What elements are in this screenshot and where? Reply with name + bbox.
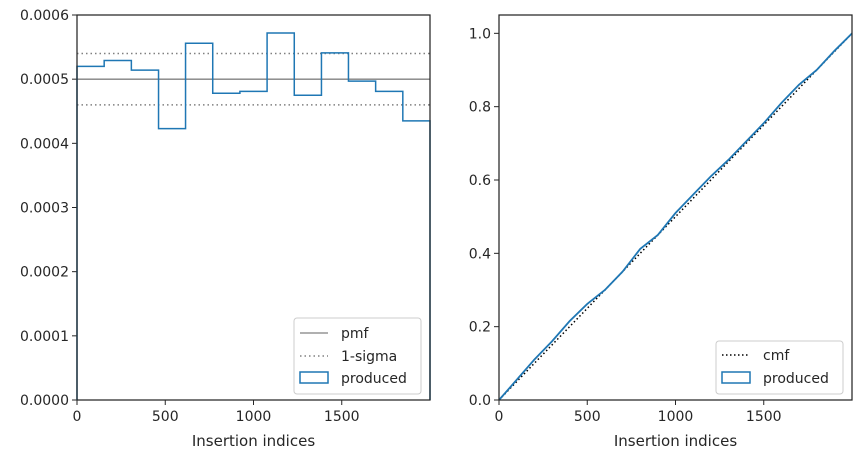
y-tick-label: 0.8 xyxy=(469,100,491,116)
x-tick-label: 1000 xyxy=(236,409,272,425)
legend-cmf-label: cmf xyxy=(763,348,790,364)
x-tick-label: 0 xyxy=(495,409,504,425)
legend-produced-swatch xyxy=(299,371,329,384)
legend: cmf produced xyxy=(715,340,844,395)
y-tick-label: 0.2 xyxy=(469,320,491,336)
x-axis-label: Insertion indices xyxy=(192,432,315,450)
y-tick-label: 0.0001 xyxy=(20,329,69,345)
x-axis-label: Insertion indices xyxy=(614,432,737,450)
produced-histogram-step xyxy=(76,32,431,400)
legend-sigma-label: 1-sigma xyxy=(341,349,397,365)
x-tick-label: 1500 xyxy=(746,409,782,425)
legend-pmf-label: pmf xyxy=(341,326,370,342)
produced-cmf-line xyxy=(498,32,853,401)
cmf-line xyxy=(498,32,853,401)
x-tick-label: 0 xyxy=(73,409,82,425)
legend-produced-swatch xyxy=(721,371,751,384)
legend: pmf 1-sigma produced xyxy=(293,317,422,395)
x-tick-label: 500 xyxy=(152,409,179,425)
right-cmf-chart: 0 500 1000 1500 0.0 0.2 0.4 0.6 0.8 1.0 Insertion … xyxy=(469,14,853,450)
legend-box xyxy=(293,317,422,395)
axes-frame xyxy=(498,14,853,401)
y-tick-label: 0.0 xyxy=(469,393,491,409)
legend-produced-label: produced xyxy=(763,371,829,387)
x-tick-label: 1000 xyxy=(658,409,694,425)
y-tick-label: 0.4 xyxy=(469,246,491,262)
axes-frame xyxy=(76,14,431,401)
left-histogram-chart: 0 500 1000 1500 0.0000 0.0001 0.0002 0.0003 0.00… xyxy=(20,8,431,450)
y-tick-label: 0.0000 xyxy=(20,393,69,409)
y-tick-label: 1.0 xyxy=(469,26,491,42)
y-tick-label: 0.6 xyxy=(469,173,491,189)
y-tick-label: 0.0003 xyxy=(20,201,69,217)
y-tick-label: 0.0006 xyxy=(20,8,69,24)
legend-box xyxy=(715,340,844,395)
legend-produced-label: produced xyxy=(341,371,407,387)
y-tick-label: 0.0002 xyxy=(20,265,69,281)
y-tick-label: 0.0005 xyxy=(20,72,69,88)
x-tick-label: 1500 xyxy=(324,409,360,425)
y-tick-label: 0.0004 xyxy=(20,136,69,152)
x-tick-label: 500 xyxy=(574,409,601,425)
